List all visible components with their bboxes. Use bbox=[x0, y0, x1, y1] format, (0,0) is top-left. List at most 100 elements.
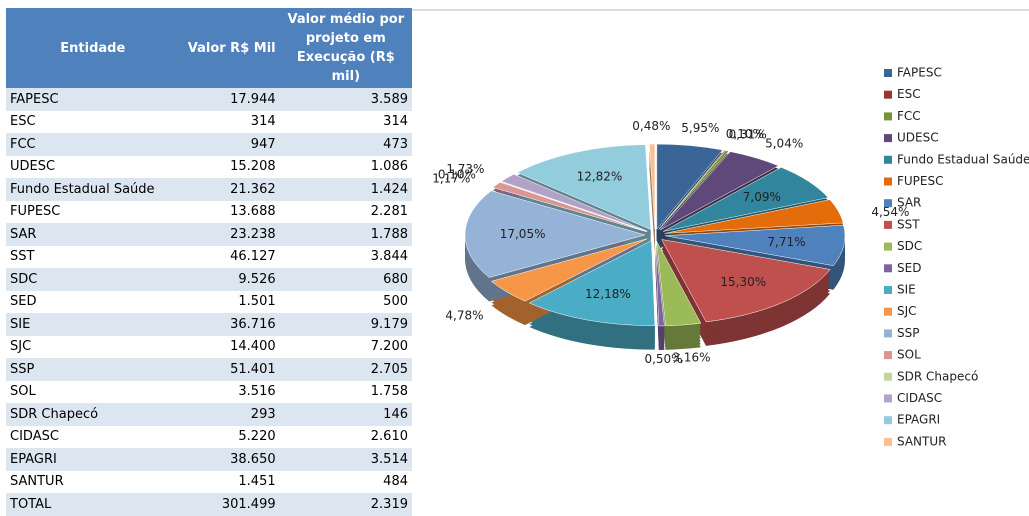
legend-label: FCC bbox=[897, 109, 921, 123]
legend-label: SAR bbox=[897, 196, 921, 210]
legend-label: EPAGRI bbox=[897, 413, 940, 427]
table-cell: 46.127 bbox=[230, 249, 276, 265]
data-label: 5,04% bbox=[765, 137, 803, 151]
table-row: SDC 9.526 680 bbox=[6, 268, 412, 291]
table-cell: 15.208 bbox=[230, 159, 276, 175]
table-cell: 314 bbox=[250, 114, 276, 130]
header-cell: Entidade bbox=[6, 8, 180, 88]
pie-slice bbox=[662, 167, 829, 232]
legend-label: FUPESC bbox=[897, 174, 944, 188]
table-cell: 1.451 bbox=[238, 474, 276, 490]
table-cell: SIE bbox=[6, 313, 180, 336]
table-row: SAR 23.238 1.788 bbox=[6, 223, 412, 246]
table-row: SED 1.501 500 bbox=[6, 291, 412, 314]
table-row: FAPESC 17.944 3.589 bbox=[6, 88, 412, 111]
table-row: FCC 947 473 bbox=[6, 133, 412, 156]
table-cell: 3.514 bbox=[279, 448, 412, 471]
legend-label: FAPESC bbox=[897, 66, 942, 80]
legend-swatch bbox=[884, 264, 892, 273]
table-row: EPAGRI 38.650 3.514 bbox=[6, 448, 412, 471]
table-row: Fundo Estadual Saúde 21.362 1.424 bbox=[6, 178, 412, 201]
pie-slice bbox=[516, 144, 652, 230]
table-cell: 947 bbox=[179, 133, 280, 156]
pie-slice bbox=[660, 151, 780, 231]
table-row: SIE 36.716 9.179 bbox=[6, 313, 412, 336]
table-cell: CIDASC bbox=[10, 429, 59, 445]
pie-slice bbox=[658, 150, 730, 230]
table-row: SSP 51.401 2.705 bbox=[6, 358, 412, 381]
data-label: 0,31% bbox=[729, 128, 767, 142]
table-cell: 9.179 bbox=[279, 313, 412, 336]
legend-label: SDC bbox=[897, 239, 922, 253]
data-label: 0,48% bbox=[632, 119, 670, 133]
pie-slice bbox=[661, 239, 831, 323]
pie-slice bbox=[655, 240, 665, 327]
legend-label: SANTUR bbox=[897, 434, 946, 448]
header-cell: Valor R$ Mil bbox=[179, 8, 280, 88]
pie-slice bbox=[490, 238, 648, 302]
table-cell: 2.319 bbox=[279, 493, 412, 516]
table-row: SDR Chapecó 293 146 bbox=[6, 403, 412, 426]
pie-slice bbox=[656, 240, 702, 327]
data-label: 0,10% bbox=[438, 167, 476, 181]
pie-slice bbox=[656, 143, 724, 230]
table-cell: 1.424 bbox=[279, 178, 412, 201]
legend-label: ESC bbox=[897, 87, 921, 101]
pie-slice bbox=[492, 182, 647, 232]
legend-swatch bbox=[884, 242, 892, 251]
table-cell: 3.516 bbox=[238, 384, 276, 400]
legend-swatch bbox=[884, 199, 892, 208]
legend-label: SED bbox=[897, 261, 921, 275]
table-cell: 293 bbox=[179, 403, 280, 426]
table-cell: 1.086 bbox=[370, 159, 408, 175]
table-cell: 21.362 bbox=[179, 178, 280, 201]
pie-slice bbox=[464, 190, 646, 278]
table-cell: FCC bbox=[6, 133, 180, 156]
legend-swatch bbox=[884, 416, 892, 425]
table-cell: 36.716 bbox=[179, 313, 280, 336]
table-cell: 3.844 bbox=[370, 249, 408, 265]
table-cell: UDESC bbox=[10, 159, 56, 175]
legend-swatch bbox=[884, 307, 892, 316]
table-cell: 7.200 bbox=[370, 339, 408, 355]
data-label: 7,09% bbox=[743, 190, 781, 204]
table-cell: TOTAL bbox=[6, 493, 180, 516]
legend-swatch bbox=[884, 220, 892, 229]
table-cell: 473 bbox=[279, 133, 412, 156]
legend-swatch bbox=[884, 437, 892, 446]
pie-slice bbox=[664, 199, 844, 234]
table-row: FUPESC 13.688 2.281 bbox=[6, 201, 412, 224]
data-table: Entidade Valor R$ Mil Valor médio por proj… bbox=[6, 8, 412, 516]
table-cell: 17.944 bbox=[179, 88, 280, 111]
table-cell: Fundo Estadual Saúde bbox=[6, 178, 180, 201]
table-cell: SST bbox=[10, 249, 35, 265]
table-row: SST 46.127 3.844 bbox=[6, 246, 412, 269]
legend-label: CIDASC bbox=[897, 391, 942, 405]
legend-label: SJC bbox=[897, 304, 917, 318]
data-label: 0,50% bbox=[644, 352, 682, 366]
table-cell: SJC bbox=[10, 339, 32, 355]
table-cell: SOL bbox=[10, 384, 36, 400]
data-label: 1,17% bbox=[432, 171, 470, 185]
table-cell: 301.499 bbox=[179, 493, 280, 516]
pie-slice bbox=[499, 181, 647, 232]
legend-swatch bbox=[884, 351, 892, 360]
data-label: 0,10% bbox=[726, 127, 764, 141]
table-cell: SDR Chapecó bbox=[6, 403, 180, 426]
table-cell: 5.220 bbox=[238, 429, 276, 445]
table-cell: ESC bbox=[10, 114, 36, 130]
table-cell: 484 bbox=[383, 474, 408, 490]
table-cell: EPAGRI bbox=[6, 448, 180, 471]
data-label: 1,73% bbox=[446, 162, 484, 176]
table-cell: 1.758 bbox=[370, 384, 408, 400]
legend-swatch bbox=[884, 90, 892, 99]
table-cell: SAR bbox=[6, 223, 180, 246]
table-row: SJC 14.400 7.200 bbox=[6, 336, 412, 359]
pie-slice bbox=[649, 143, 656, 230]
table-cell: 2.281 bbox=[370, 204, 408, 220]
table-row: CIDASC 5.220 2.610 bbox=[6, 426, 412, 449]
table-cell: 2.705 bbox=[279, 358, 412, 381]
pie-slice bbox=[528, 240, 656, 326]
data-label: 12,18% bbox=[585, 287, 631, 301]
